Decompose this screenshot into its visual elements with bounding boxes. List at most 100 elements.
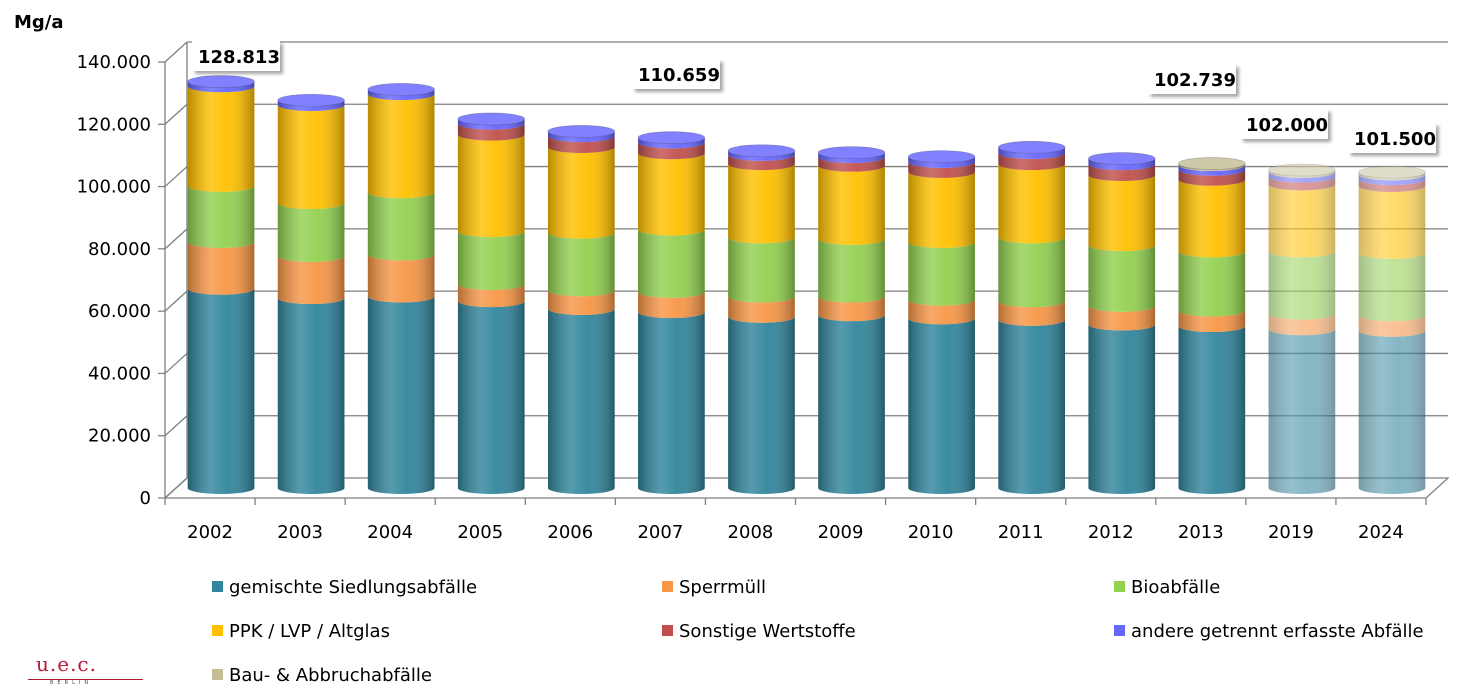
x-tick-label-2011: 2011	[998, 522, 1044, 543]
bar-2003-gemischte-siedlungsabfaelle-shading	[277, 298, 345, 494]
callout-box	[1240, 109, 1328, 139]
callouts: 128.813 110.659 102.739 102.000 101.500	[192, 41, 1436, 153]
bar-2006-ppk-lvp-altglas-shading	[547, 146, 615, 239]
bar-stack-2019	[1268, 163, 1336, 494]
legend-label: andere getrennt erfasste Abfälle	[1131, 621, 1424, 642]
floor	[163, 477, 1450, 499]
bar-2013-sonstige-wertstoffe-shading	[1178, 169, 1246, 186]
bar-stack-2012	[1088, 152, 1156, 494]
y-tick-label: 120.000	[77, 114, 151, 135]
legend-swatch	[212, 669, 223, 680]
bar-2011-ppk-lvp-altglas-shading	[998, 164, 1066, 244]
bar-top-cap-highlight-2008	[728, 144, 795, 157]
bar-2019-sperrmuell-shading	[1268, 313, 1336, 336]
legend-label: Bau- & Abbruchabfälle	[229, 665, 432, 686]
bar-2013-sperrmuell-shading	[1178, 310, 1246, 333]
bar-2024-ppk-lvp-altglas-shading	[1358, 185, 1426, 259]
bar-2011-andere-getrennt-erfasste-abfaelle-shading	[998, 147, 1066, 159]
x-tick-label-2004: 2004	[367, 522, 413, 543]
bar-2008-andere-getrennt-erfasste-abfaelle-shading	[728, 150, 795, 161]
gridline-depth	[164, 290, 188, 312]
callout-box	[1348, 123, 1436, 153]
bar-stack-2008	[727, 144, 796, 494]
bar-2019-bau-abbruchabfaelle-shading	[1268, 170, 1336, 178]
logo-sub-text: BERLIN	[50, 680, 93, 686]
bar-2013-gemischte-siedlungsabfaelle-shading	[1178, 326, 1246, 494]
bar-stack-2009	[817, 146, 886, 494]
bar-2009-sonstige-wertstoffe-shading	[818, 156, 885, 172]
legend-item-bau-abbruchabfaelle: Bau- & Abbruchabfälle	[212, 665, 432, 686]
x-tick-label-2010: 2010	[908, 522, 954, 543]
callout-2024: 101.500	[1348, 123, 1436, 153]
bar-2010-sperrmuell-shading	[908, 299, 975, 325]
y-tick-label: 40.000	[88, 363, 151, 384]
bar-stack-2010	[907, 150, 976, 494]
legend-item-bioabfaelle: Bioabfälle	[1114, 577, 1220, 598]
gridline-depth	[164, 415, 188, 437]
x-tick-label-2007: 2007	[637, 522, 683, 543]
bar-2008-bioabfaelle-shading	[728, 237, 795, 303]
bar-2012-sperrmuell-shading	[1088, 305, 1156, 331]
bar-top-cap-2007	[637, 131, 706, 145]
bar-2024-bau-abbruchabfaelle-shading	[1358, 172, 1426, 181]
bar-stack-2024	[1358, 165, 1426, 495]
bar-2011-bioabfaelle-shading	[998, 237, 1066, 308]
gridline-depth	[164, 103, 188, 125]
x-tick-label-2024: 2024	[1358, 522, 1404, 543]
bar-top-cap-highlight-2013	[1178, 157, 1246, 170]
bar-top-cap-2024	[1358, 165, 1426, 179]
callout-value: 102.000	[1246, 115, 1328, 136]
bar-2007-sonstige-wertstoffe-shading	[638, 142, 705, 160]
bar-2002-bioabfaelle-shading	[187, 185, 255, 248]
bar-stack-2002	[187, 75, 255, 494]
bar-2007-ppk-lvp-altglas-shading	[638, 153, 705, 236]
legend-label: Sperrmüll	[679, 577, 766, 598]
bar-2019-gemischte-siedlungsabfaelle-shading	[1268, 329, 1336, 494]
bar-top-cap-2005	[457, 112, 525, 126]
bar-2009-sperrmuell-shading	[818, 296, 885, 322]
legend-item-andere-getrennt-erfasste-abfaelle: andere getrennt erfasste Abfälle	[1114, 621, 1424, 642]
bar-2003-ppk-lvp-altglas-shading	[277, 104, 345, 210]
uec-logo: u.e.c. BERLIN	[28, 652, 148, 688]
bar-top-cap-highlight-2003	[277, 94, 345, 107]
bar-2006-sperrmuell-shading	[547, 290, 615, 315]
bar-2013-andere-getrennt-erfasste-abfaelle-shading	[1178, 165, 1246, 176]
bar-2008-sperrmuell-shading	[728, 296, 795, 323]
bar-2024-andere-getrennt-erfasste-abfaelle-shading	[1358, 174, 1426, 186]
bar-2004-andere-getrennt-erfasste-abfaelle-shading	[367, 89, 435, 101]
bar-top-cap-2013	[1178, 157, 1246, 170]
bar-top-cap-highlight-2009	[818, 146, 885, 159]
callout-2019: 102.000	[1240, 109, 1328, 139]
bar-2012-bioabfaelle-shading	[1088, 245, 1156, 312]
bar-2005-sonstige-wertstoffe-shading	[457, 123, 525, 141]
bar-2006-bioabfaelle-shading	[547, 232, 615, 297]
bar-2005-andere-getrennt-erfasste-abfaelle-shading	[457, 118, 525, 130]
bar-top-cap-highlight-2004	[367, 83, 435, 96]
bar-2011-gemischte-siedlungsabfaelle-shading	[998, 319, 1066, 494]
callout-box	[1148, 64, 1236, 94]
bar-top-cap-highlight-2011	[998, 141, 1066, 154]
x-tick-label-2008: 2008	[728, 522, 774, 543]
legend-swatch	[212, 581, 223, 592]
bar-2004-sperrmuell-shading	[367, 254, 435, 303]
bar-2007-gemischte-siedlungsabfaelle-shading	[638, 312, 705, 494]
bar-2003-andere-getrennt-erfasste-abfaelle-shading	[277, 100, 345, 111]
bar-stack-2004	[367, 82, 435, 494]
bar-top-cap-highlight-2012	[1088, 152, 1156, 165]
bar-top-cap-highlight-2007	[638, 131, 705, 144]
bar-2004-gemischte-siedlungsabfaelle-shading	[367, 296, 435, 494]
bar-top-cap-2002	[187, 75, 255, 88]
bar-2009-andere-getrennt-erfasste-abfaelle-shading	[818, 152, 885, 163]
bar-2010-andere-getrennt-erfasste-abfaelle-shading	[908, 156, 975, 168]
y-tick-label: 60.000	[88, 301, 151, 322]
x-tick-label-2002: 2002	[187, 522, 233, 543]
bar-2007-sperrmuell-shading	[638, 291, 705, 319]
callout-box	[192, 41, 280, 71]
legend-item-sonstige-wertstoffe: Sonstige Wertstoffe	[662, 621, 856, 642]
bar-stack-2011	[997, 140, 1066, 494]
callout-2007: 110.659	[632, 59, 720, 89]
bar-2006-sonstige-wertstoffe-shading	[547, 136, 615, 153]
bar-2005-gemischte-siedlungsabfaelle-shading	[457, 301, 525, 494]
legend: gemischte Siedlungsabfälle Sperrmüll Bioab…	[212, 577, 1424, 686]
logo-main-text: u.e.c.	[36, 652, 97, 676]
